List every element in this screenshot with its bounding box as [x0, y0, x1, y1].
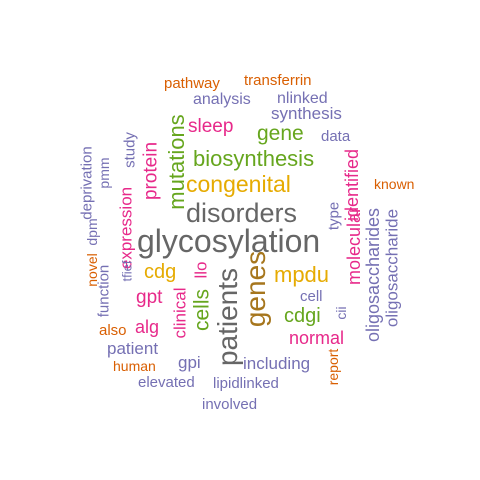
word-synthesis: synthesis: [271, 104, 342, 123]
word-type: type: [325, 201, 343, 231]
word-function: function: [95, 264, 113, 318]
word-report: report: [325, 348, 341, 386]
word-pmm: pmm: [96, 157, 112, 189]
word-gpt: gpt: [136, 287, 163, 308]
word-mutations: mutations: [164, 114, 189, 210]
word-study: study: [121, 132, 139, 168]
word-including: including: [243, 354, 311, 373]
word-tfief: tfief: [119, 260, 135, 282]
word-data: data: [321, 128, 351, 145]
word-alg: alg: [135, 317, 160, 337]
word-protein: protein: [140, 141, 162, 201]
word-clinical: clinical: [170, 287, 190, 339]
word-patient: patient: [107, 339, 159, 358]
word-pathway: pathway: [164, 75, 220, 92]
word-nlinked: nlinked: [277, 90, 328, 107]
word-analysis: analysis: [193, 91, 251, 108]
word-dpm: dpm: [84, 218, 100, 246]
word-involved: involved: [202, 396, 258, 413]
word-cdgi: cdgi: [284, 305, 321, 327]
word-patients: patients: [212, 267, 243, 367]
word-deprivation: deprivation: [78, 146, 96, 220]
word-disorders: disorders: [186, 198, 298, 228]
word-cii: cii: [333, 306, 349, 320]
word-transferrin: transferrin: [244, 72, 312, 89]
word-identified: identified: [342, 148, 362, 222]
word-mpdu: mpdu: [274, 262, 330, 287]
word-also: also: [99, 322, 127, 339]
word-biosynthesis: biosynthesis: [193, 146, 315, 171]
word-elevated: elevated: [138, 374, 195, 391]
word-cells: cells: [190, 288, 214, 332]
word-lipidlinked: lipidlinked: [213, 375, 279, 392]
word-normal: normal: [289, 328, 345, 348]
word-llo: llo: [191, 261, 211, 279]
word-oligosaccharides: oligosaccharides: [363, 207, 383, 343]
word-congenital: congenital: [186, 171, 291, 197]
word-gpi: gpi: [178, 353, 201, 372]
word-known: known: [374, 176, 415, 192]
word-sleep: sleep: [188, 116, 234, 137]
word-oligosaccharide: oligosaccharide: [382, 208, 402, 328]
word-genes: genes: [240, 250, 271, 328]
word-expression: expression: [116, 186, 136, 270]
word-glycosylation: glycosylation: [137, 223, 321, 259]
word-cdg: cdg: [144, 261, 177, 283]
word-cell: cell: [300, 288, 323, 305]
word-gene: gene: [257, 122, 304, 145]
word-human: human: [113, 358, 156, 374]
